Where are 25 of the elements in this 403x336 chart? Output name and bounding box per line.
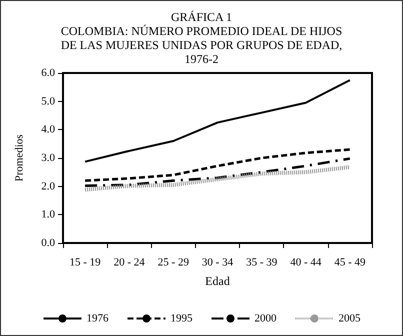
- legend-label: 1976: [86, 312, 109, 324]
- y-tick-label: 0.0: [41, 237, 56, 249]
- y-tick-label: 2.0: [41, 180, 56, 192]
- x-tick-label: 20 - 24: [114, 256, 146, 268]
- line-series: [84, 79, 351, 163]
- x-tick-label: 15 - 19: [69, 256, 102, 268]
- y-tick-label: 4.0: [41, 124, 56, 136]
- x-tick-label: 40 - 44: [290, 256, 322, 268]
- y-tick-label: 5.0: [41, 95, 56, 108]
- legend-label: 2005: [338, 312, 361, 324]
- y-tick-label: 1.0: [41, 208, 56, 221]
- legend-label: 1995: [170, 312, 193, 324]
- x-tick-label: 25 - 29: [158, 256, 190, 268]
- y-tick-label: 3.0: [41, 152, 56, 164]
- y-axis-title: Promedios: [14, 134, 26, 182]
- legend-label: 2000: [254, 312, 277, 324]
- chart-title: GRÁFICA 1 COLOMBIA: NÚMERO PROMEDIO IDEAL DE HIJOS DE LAS MUJERES UNIDAS POR GRUPOS DE EDAD, 1976-2: [60, 10, 342, 66]
- x-tick-label: 35 - 39: [246, 256, 278, 268]
- x-tick-label: 30 - 34: [202, 256, 234, 268]
- line-series: [84, 148, 352, 182]
- x-tick-label: 45 - 49: [334, 256, 366, 268]
- x-axis-title: Edad: [205, 274, 230, 288]
- line-series: [84, 157, 352, 188]
- line-series: [83, 165, 352, 192]
- y-tick-label: 6.0: [41, 67, 56, 79]
